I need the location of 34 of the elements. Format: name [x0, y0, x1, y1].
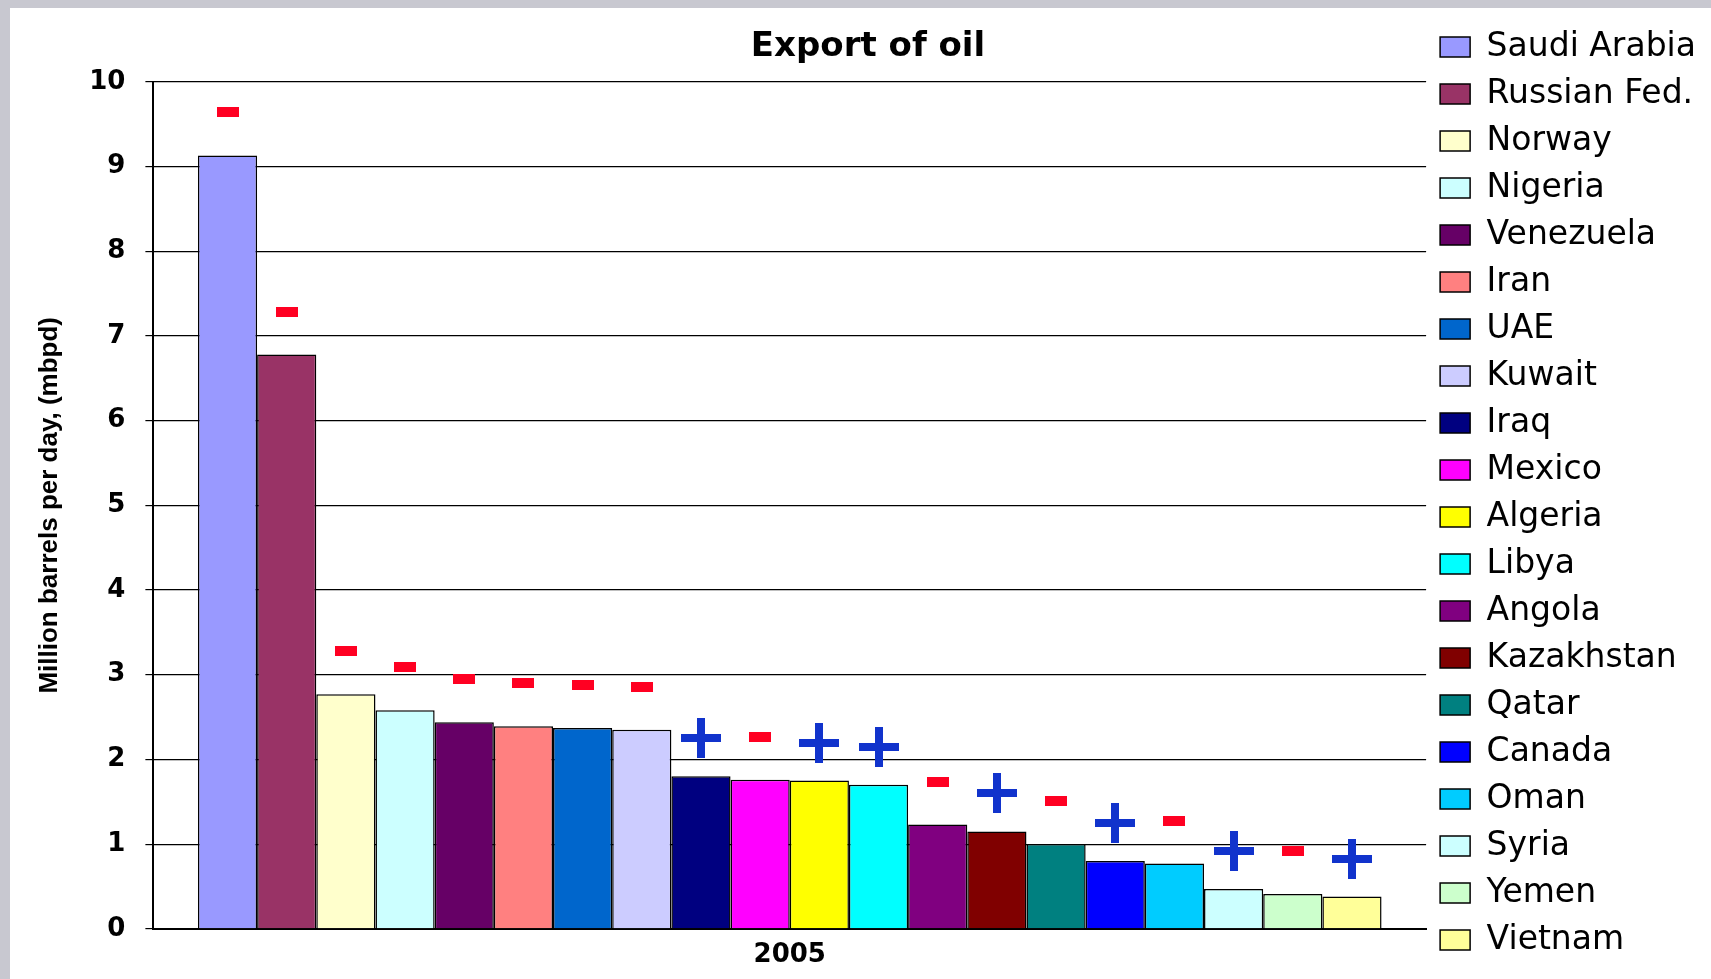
legend-label: Qatar: [1486, 682, 1580, 722]
legend-label: Kuwait: [1486, 353, 1597, 393]
x-tick-label: 2005: [753, 938, 826, 969]
y-tick-label: 8: [107, 233, 126, 264]
y-tick-label: 4: [107, 572, 126, 603]
legend-label: Russian Fed.: [1486, 71, 1694, 111]
legend-label: Kazakhstan: [1486, 635, 1677, 675]
y-tick-label: 3: [107, 657, 126, 688]
legend-label: Iraq: [1486, 400, 1552, 440]
y-tick-label: 0: [107, 911, 126, 942]
legend-label: Norway: [1486, 118, 1612, 158]
legend-label: Libya: [1486, 541, 1575, 581]
legend-label: Nigeria: [1486, 165, 1605, 205]
legend-label: Algeria: [1486, 494, 1603, 534]
legend-label: Iran: [1486, 259, 1552, 299]
y-tick-label: 9: [107, 149, 126, 180]
legend-label: Canada: [1486, 729, 1613, 769]
y-tick-label: 1: [107, 826, 126, 857]
legend-label: Saudi Arabia: [1486, 24, 1697, 64]
y-tick-label: 10: [89, 64, 126, 95]
legend-label: Yemen: [1485, 870, 1597, 910]
y-tick-label: 5: [107, 488, 126, 519]
y-tick-label: 2: [107, 742, 126, 773]
legend-label: UAE: [1486, 306, 1555, 346]
legend-label: Syria: [1486, 823, 1571, 863]
chart-title: Export of oil: [750, 24, 986, 65]
legend-label: Mexico: [1486, 447, 1602, 487]
legend-label: Venezuela: [1486, 212, 1657, 252]
y-tick-label: 6: [107, 403, 126, 434]
legend-label: Vietnam: [1486, 917, 1625, 957]
y-axis-title: Million barrels per day, (mbpd): [32, 317, 63, 694]
legend-label: Angola: [1486, 588, 1601, 628]
legend-label: Oman: [1486, 776, 1586, 816]
y-tick-label: 7: [107, 318, 126, 349]
